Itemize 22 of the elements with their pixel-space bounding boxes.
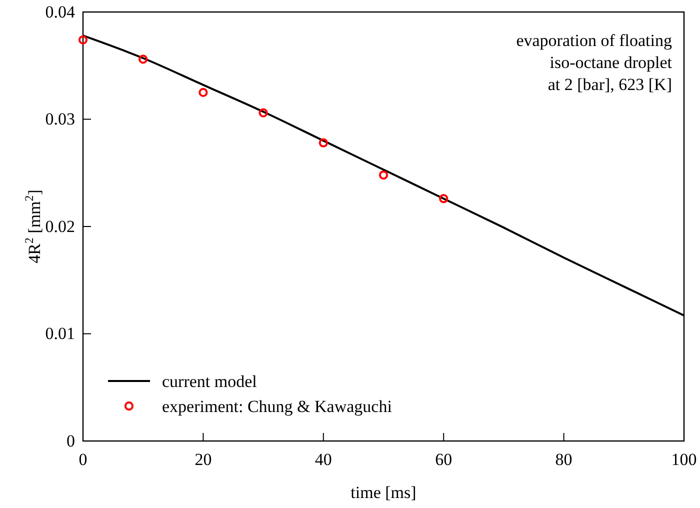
point [378,170,388,180]
y-tick-label: 0.04 [45,2,76,22]
point [439,194,448,204]
y-tick-label: 0.03 [45,110,75,129]
y-tick-label: 0 [66,431,75,450]
x-tick-label: 60 [435,450,452,470]
x-tick-label: 40 [314,450,332,470]
y-tick-label: 0.01 [45,324,75,344]
point [258,108,268,118]
x-tick-label: 0 [78,450,88,470]
x-tick-label: 20 [194,450,212,470]
x-axis-title: time [ms] [350,483,416,502]
y-tick-label: 0.02 [45,216,75,236]
point [318,138,328,148]
legend-label: experiment: Chung & Kawaguchi [162,397,392,416]
legend-label: current model [162,372,258,391]
x-tick-label: 100 [671,450,697,470]
point [78,35,88,44]
x-tick-label: 80 [555,450,572,470]
point [138,54,148,64]
point [198,88,208,97]
annotation: evaporation of floating iso-octane droplet at 2 [bar], 623 [K] [516,31,672,94]
